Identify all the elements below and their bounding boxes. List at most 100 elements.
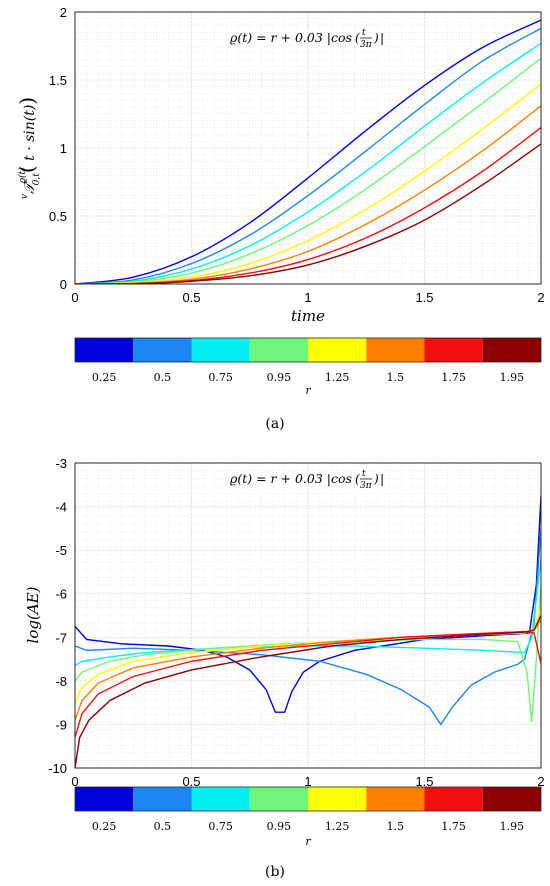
colorbar-frame (74, 337, 542, 363)
colorbar-tick-label: 1.25 (325, 371, 350, 384)
svg-text:3π: 3π (360, 40, 373, 50)
x-tick-label: 0.5 (182, 290, 200, 305)
x-tick-label: 2 (537, 290, 544, 305)
colorbar-swatch (249, 338, 308, 362)
y-axis-label-a: v𝒯ϱ(t) 0,t( t · sin(t)) (15, 97, 42, 199)
x-tick-label: 2 (537, 774, 544, 789)
colorbar-label-a: r (305, 384, 311, 397)
colorbar-b: 0.25 0.5 0.75 0.95 1.25 1.5 1.75 1.95 (74, 786, 542, 833)
colorbar-tick-label: 0.25 (92, 820, 117, 833)
ticks-a: 0 0.5 1 1.5 2 0 0.5 1 1.5 2 (49, 5, 545, 305)
series-line-r-0.75 (75, 558, 541, 667)
colorbar-swatch (366, 338, 425, 362)
chart-b: 0 0.5 1 1.5 2 -10 -9 -8 -7 -6 -5 -4 -3 ϱ(t) = r + 0.… (24, 456, 545, 880)
y-tick-label: 1.5 (49, 73, 67, 88)
svg-text:t: t (362, 469, 366, 479)
svg-text:(: ( (355, 31, 360, 45)
colorbar-swatch (424, 787, 483, 811)
y-tick-label: -8 (55, 674, 67, 689)
svg-text:): ) (373, 472, 379, 486)
y-tick-label: -3 (55, 456, 67, 471)
colorbar-a: 0.25 0.5 0.75 0.95 1.25 1.5 1.75 1.95 (74, 337, 542, 384)
x-tick-label: 1.5 (415, 290, 433, 305)
x-tick-label: 1.5 (415, 774, 433, 789)
y-tick-label: -9 (55, 717, 67, 732)
colorbar-swatch (482, 338, 541, 362)
colorbar-swatch (133, 338, 192, 362)
grid-a (74, 11, 542, 285)
x-tick-label: 0.5 (182, 774, 200, 789)
annotation-a: ϱ(t) = r + 0.03 |cos ( t 3π ) | (230, 28, 384, 50)
series-line-r-0.5 (75, 27, 541, 284)
chart-a: 0 0.5 1 1.5 2 0 0.5 1 1.5 2 ϱ(t) = r + 0.03 |cos … (15, 5, 545, 432)
colorbar-frame (74, 786, 542, 812)
y-tick-label: -6 (55, 587, 67, 602)
panel-caption-a: (a) (265, 416, 284, 432)
colorbar-tick-label: 1.25 (325, 820, 350, 833)
svg-text:ϱ(t) = r + 0.03 |cos: ϱ(t) = r + 0.03 |cos (230, 30, 352, 45)
x-tick-label: 1 (304, 774, 311, 789)
colorbar-swatch (308, 787, 367, 811)
y-tick-label: -4 (55, 500, 67, 515)
colorbar-tick-label: 0.95 (267, 820, 292, 833)
x-tick-label: 0 (71, 290, 78, 305)
colorbar-swatch (366, 787, 425, 811)
plot-frame-a (74, 11, 542, 285)
colorbar-swatch (308, 338, 367, 362)
panel-caption-b: (b) (265, 864, 285, 880)
series-line-r-0.95 (75, 57, 541, 284)
series-line-r-0.5 (75, 528, 541, 726)
colorbar-tick-label: 1.75 (441, 820, 466, 833)
y-tick-label: -7 (55, 630, 67, 645)
colorbar-label-b: r (305, 835, 311, 848)
colorbar-tick-label: 0.75 (208, 371, 233, 384)
x-tick-label: 1 (304, 290, 311, 305)
svg-text:(: ( (355, 472, 360, 486)
y-tick-label: -10 (48, 761, 67, 776)
svg-text:3π: 3π (360, 481, 373, 491)
plot-frame-b (74, 462, 542, 769)
y-axis-label-b: log(AE) (24, 586, 42, 643)
series-line-r-1.95 (75, 143, 541, 284)
svg-text:|: | (380, 471, 384, 486)
ticks-b: 0 0.5 1 1.5 2 -10 -9 -8 -7 -6 -5 -4 -3 (48, 456, 544, 789)
colorbar-swatch (191, 787, 250, 811)
colorbar-tick-label: 1.5 (387, 371, 405, 384)
series-line-r-1.95 (75, 615, 541, 768)
series-line-r-0.75 (75, 42, 541, 284)
colorbar-swatch (75, 338, 134, 362)
y-tick-label: -5 (55, 543, 67, 558)
svg-text:v𝒯ϱ(t)0,t( t · sin(t)): v𝒯ϱ(t) 0,t( t · sin(t)) (15, 97, 42, 199)
colorbar-tick-label: 1.5 (387, 820, 405, 833)
series-lines-b (75, 495, 541, 768)
series-lines-a (75, 19, 541, 284)
colorbar-tick-label: 1.95 (500, 371, 525, 384)
colorbar-swatch (191, 338, 250, 362)
svg-text:|: | (380, 30, 384, 45)
colorbar-tick-label: 0.95 (267, 371, 292, 384)
annotation-b: ϱ(t) = r + 0.03 |cos ( t 3π ) | (230, 469, 384, 491)
colorbar-swatch (133, 787, 192, 811)
colorbar-swatch (482, 787, 541, 811)
series-line-r-1.25 (75, 83, 541, 284)
colorbar-swatch (75, 787, 134, 811)
x-axis-label-a: time (291, 307, 325, 325)
colorbar-tick-label: 0.5 (154, 820, 172, 833)
x-tick-label: 0 (71, 774, 78, 789)
y-tick-label: 1 (60, 141, 67, 156)
colorbar-tick-label: 1.95 (500, 820, 525, 833)
svg-text:): ) (373, 31, 379, 45)
y-tick-label: 0.5 (49, 209, 67, 224)
colorbar-swatch (424, 338, 483, 362)
colorbar-tick-label: 1.75 (441, 371, 466, 384)
colorbar-tick-label: 0.25 (92, 371, 117, 384)
colorbar-tick-label: 0.5 (154, 371, 172, 384)
svg-text:ϱ(t) = r + 0.03 |cos: ϱ(t) = r + 0.03 |cos (230, 471, 352, 486)
y-tick-label: 2 (60, 5, 67, 20)
series-line-r-0.25 (75, 19, 541, 284)
svg-text:t: t (362, 28, 366, 38)
y-tick-label: 0 (60, 277, 67, 292)
colorbar-tick-label: 0.75 (208, 820, 233, 833)
colorbar-swatch (249, 787, 308, 811)
